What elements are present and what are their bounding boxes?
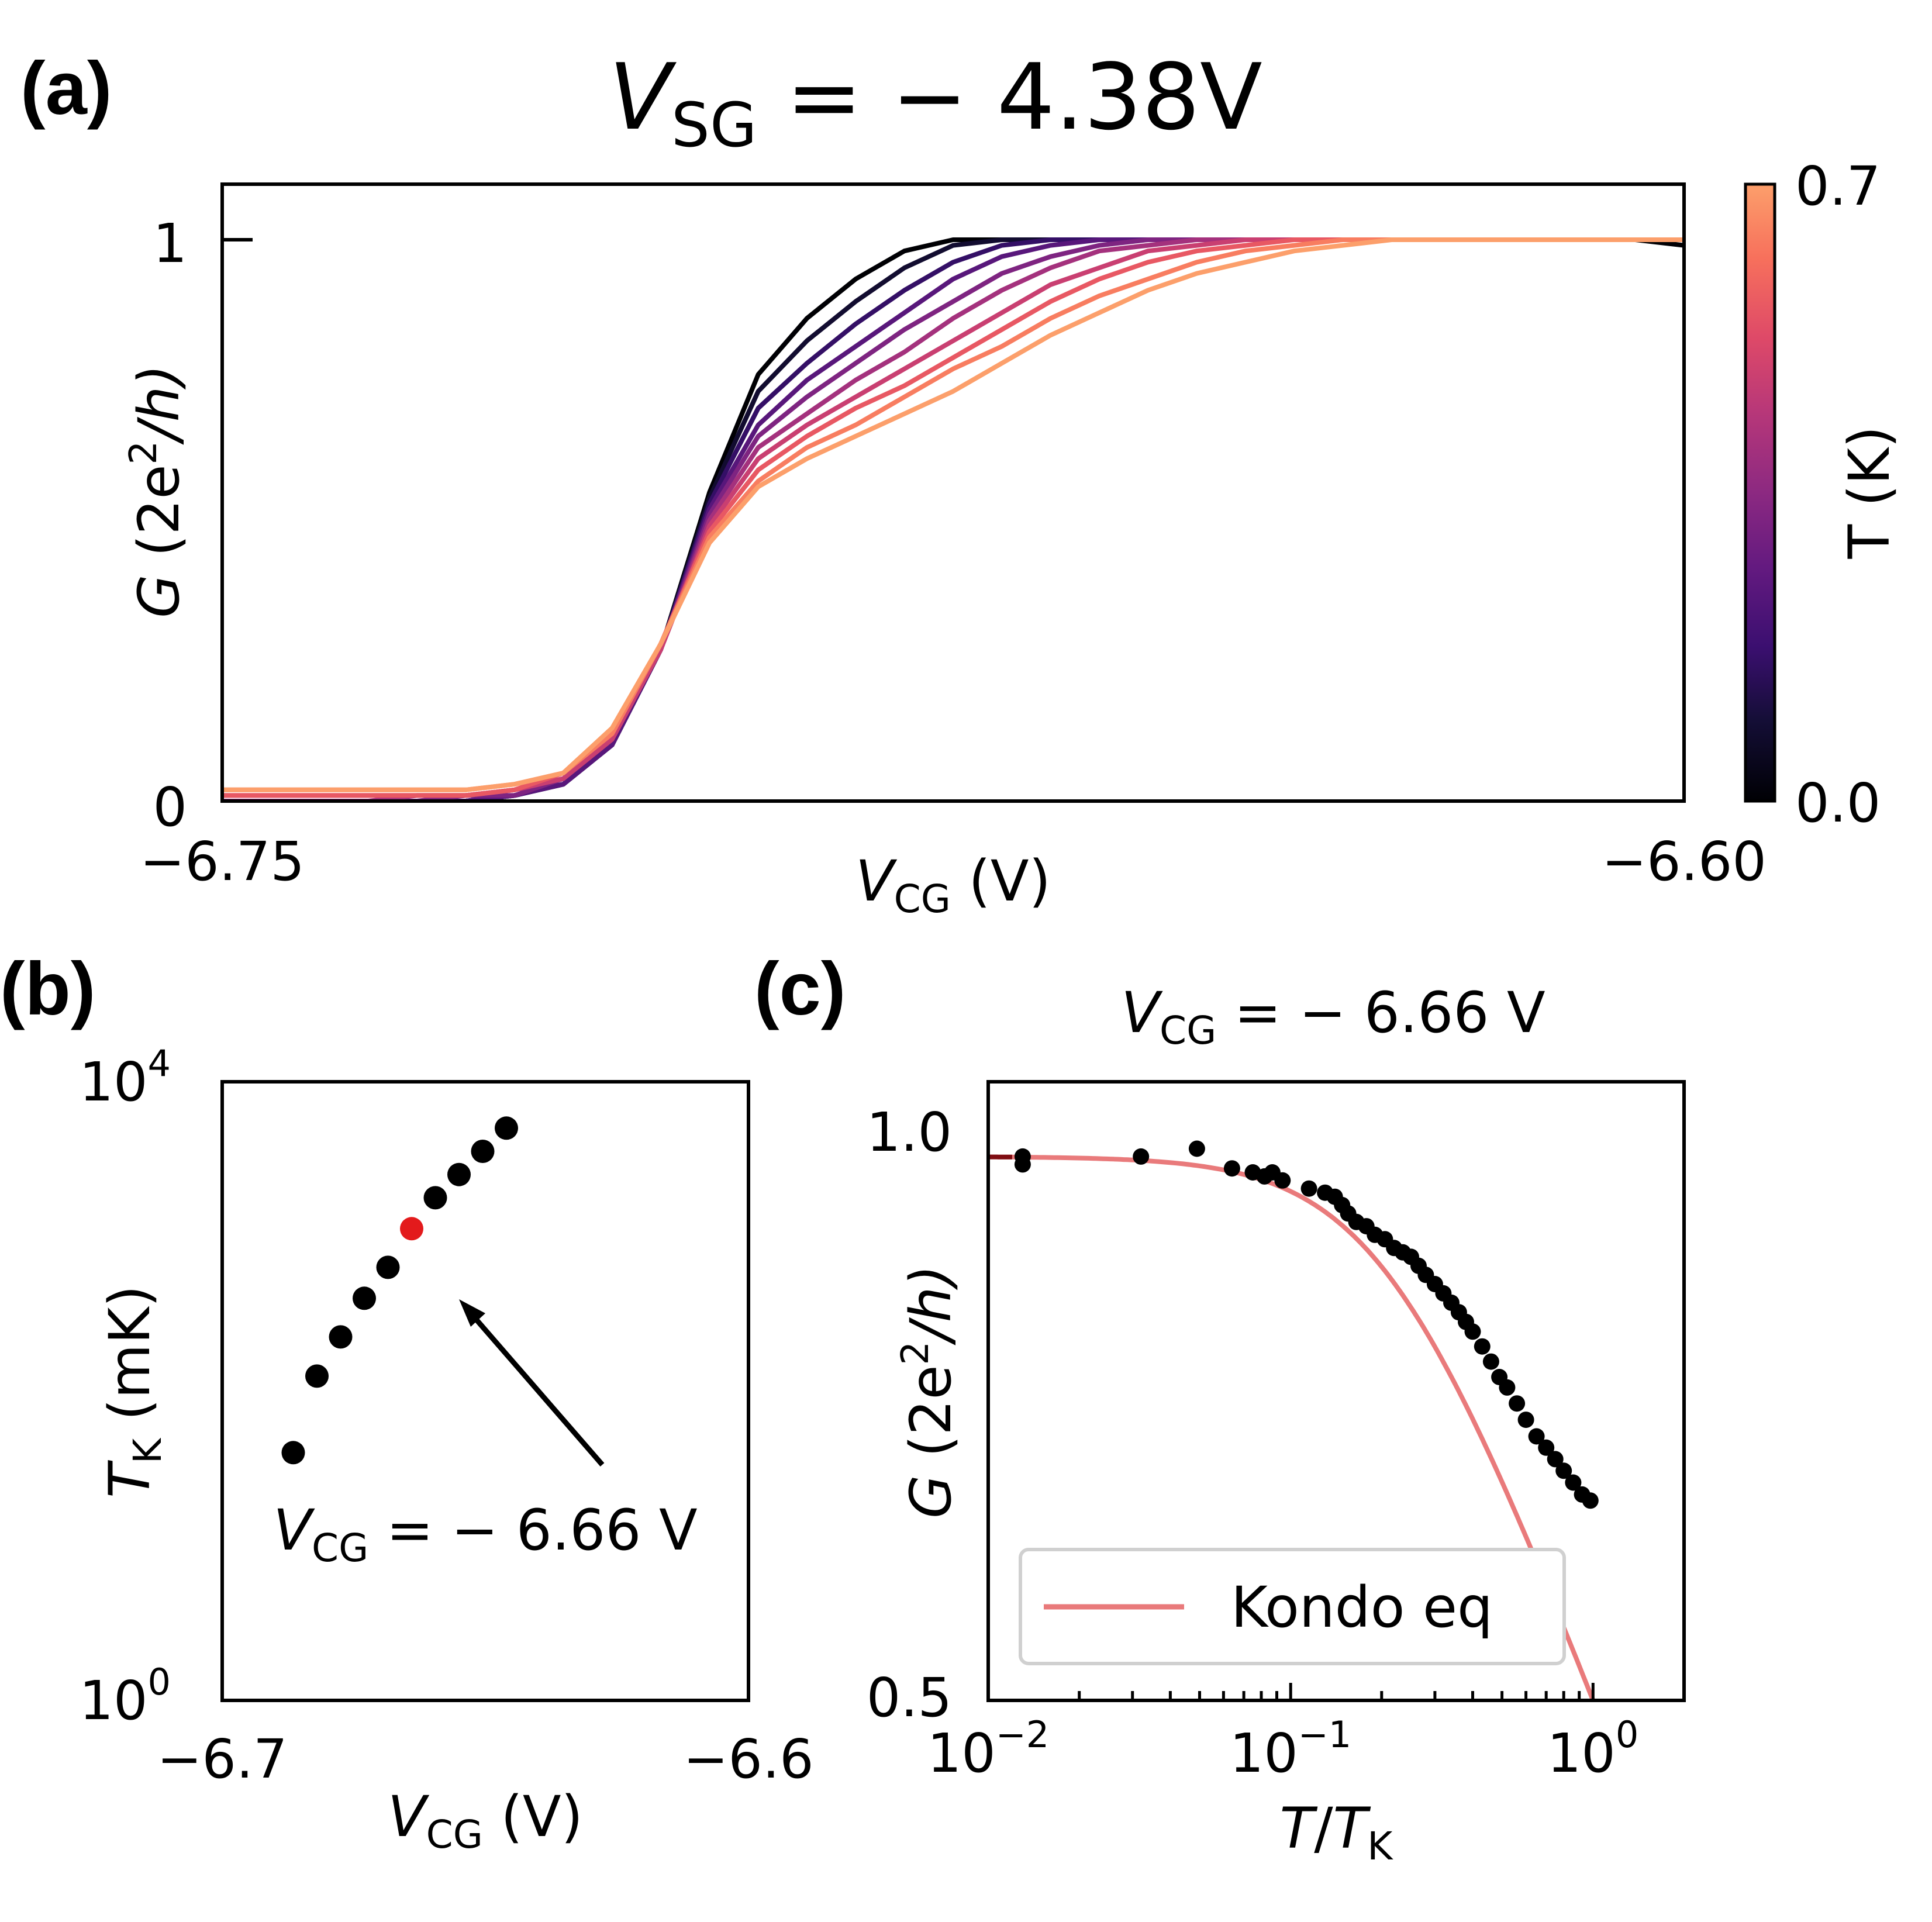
panel-c-point-28 [1464, 1323, 1481, 1340]
panel-b-label: (b) [0, 947, 95, 1031]
panel-a-series-8 [222, 237, 1684, 792]
colorbar-tick-min: 0.0 [1795, 772, 1881, 834]
panel-b-point-2 [329, 1325, 353, 1349]
panel-a-series-4 [222, 237, 1684, 801]
panel-a-series-6 [222, 237, 1684, 798]
panel-b-ylabel: TK (mK) [97, 1285, 170, 1498]
panel-c-xtick-1e0: 100 [1547, 1713, 1639, 1785]
panel-c-point-1 [1014, 1156, 1031, 1173]
panel-b: (b) 104 100 −6.7 −6.6 VCG (V) TK (mK) VC… [0, 947, 814, 1857]
panel-b-annotation: VCG = − 6.66 V [273, 1497, 697, 1571]
panel-a-ylabel: G (2e2/h) [122, 364, 192, 618]
panel-a-series-0 [222, 237, 1684, 801]
panel-c-plot [988, 1140, 1599, 1700]
panel-c-point-2 [1133, 1148, 1150, 1165]
panel-a-series-7 [222, 237, 1684, 798]
panel-c-point-35 [1528, 1428, 1545, 1445]
panel-a-xtick-label-min: −6.75 [140, 830, 305, 893]
panel-c-fit-line [988, 1154, 1596, 1700]
panel-c-point-33 [1509, 1395, 1526, 1412]
panel-a-series-1 [222, 237, 1684, 801]
panel-b-point-1 [305, 1364, 329, 1388]
panel-c-label: (c) [754, 947, 846, 1031]
panel-b-point-8 [471, 1140, 495, 1163]
panel-b-frame [220, 1080, 750, 1702]
panel-b-point-3 [353, 1286, 376, 1310]
panel-b-point-9 [495, 1116, 518, 1140]
panel-b-ytick-bottom: 100 [79, 1661, 171, 1732]
panel-c-title: VCG = − 6.66 V [1121, 980, 1545, 1053]
panel-a-frame [220, 182, 1686, 803]
panel-c-point-41 [1582, 1492, 1599, 1509]
legend-label: Kondo eq [1231, 1575, 1493, 1640]
panel-a-curves [222, 237, 1684, 801]
panel-c-point-29 [1474, 1338, 1491, 1355]
panel-b-xlabel: VCG (V) [388, 1784, 583, 1857]
panel-b-xtick-min: −6.7 [157, 1728, 287, 1790]
panel-c-point-9 [1300, 1180, 1317, 1197]
panel-b-point-5 [400, 1217, 423, 1241]
panel-a-ytick-label-1: 1 [153, 212, 187, 275]
panel-b-point-6 [423, 1186, 447, 1210]
panel-a-title: VSG = − 4.38V [609, 44, 1262, 161]
panel-b-point-4 [376, 1255, 400, 1279]
panel-a: (a) VSG = − 4.38V 1 0 −6.75 −6.60 VCG (V… [20, 44, 1902, 922]
panel-c-point-3 [1188, 1140, 1205, 1157]
panel-c-point-4 [1223, 1160, 1240, 1177]
panel-c-xtick-1e-2: 10−2 [927, 1713, 1049, 1785]
panel-c-point-34 [1517, 1412, 1534, 1428]
panel-c-point-37 [1547, 1451, 1564, 1468]
colorbar [1744, 182, 1776, 803]
panel-a-xlabel: VCG (V) [855, 848, 1051, 922]
panel-b-ytick-top: 104 [79, 1042, 171, 1113]
panel-c-ytick-0-5: 0.5 [867, 1666, 952, 1729]
panel-c-legend: Kondo eq [1019, 1548, 1566, 1665]
panel-a-series-3 [222, 237, 1684, 801]
panel-b-point-7 [447, 1162, 471, 1186]
panel-c-ticks [986, 1683, 1686, 1700]
panel-c: (c) VCG = − 6.66 V 1.0 0.5 10−2 10−1 100… [754, 947, 1686, 1869]
panel-c-ytick-1: 1.0 [867, 1101, 952, 1164]
panel-c-point-38 [1555, 1462, 1572, 1479]
panel-b-points [281, 1116, 518, 1465]
panel-c-xlabel: T/TK [1280, 1796, 1394, 1869]
panel-c-point-8 [1274, 1172, 1291, 1189]
panel-a-series-5 [222, 237, 1684, 801]
panel-b-xtick-max: −6.6 [683, 1728, 813, 1790]
panel-b-arrow-shaft [465, 1308, 605, 1466]
panel-a-xtick-label-max: −6.60 [1602, 830, 1767, 893]
panel-b-arrow-head [459, 1299, 485, 1327]
panel-c-ylabel: G (2e2/h) [894, 1265, 964, 1519]
panel-c-point-30 [1482, 1353, 1499, 1370]
colorbar-tick-max: 0.7 [1795, 155, 1881, 218]
panel-c-point-36 [1538, 1439, 1555, 1456]
panel-c-xtick-1e-1: 10−1 [1230, 1713, 1351, 1785]
panel-b-point-0 [281, 1441, 305, 1465]
legend-box [1019, 1548, 1566, 1665]
panel-a-series-9 [222, 237, 1684, 792]
panel-c-point-32 [1499, 1379, 1516, 1396]
panel-a-label: (a) [20, 47, 112, 130]
panel-c-frame [986, 1080, 1686, 1702]
panel-c-point-39 [1565, 1474, 1582, 1491]
colorbar-label: T (K) [1837, 426, 1902, 559]
panel-a-ytick-label-0: 0 [153, 776, 187, 838]
panel-a-series-2 [222, 237, 1684, 801]
